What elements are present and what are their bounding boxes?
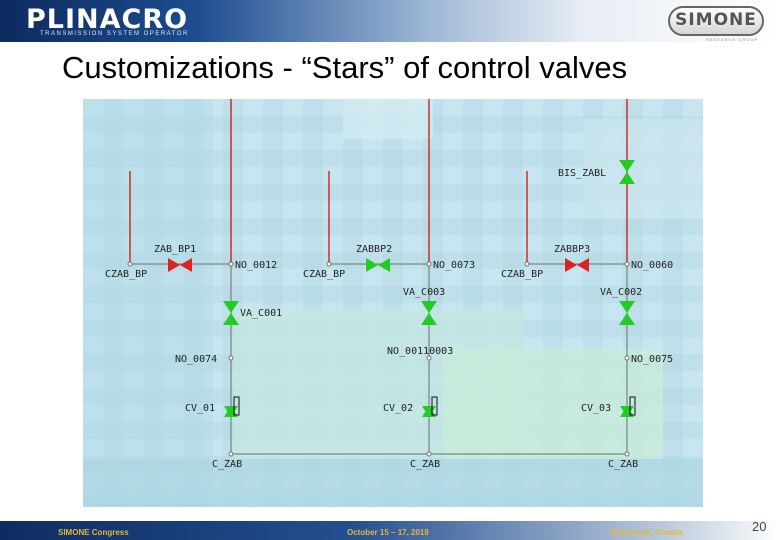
label-no-0073: NO_0073	[433, 260, 475, 271]
label-czab-bp-2: CZAB_BP	[303, 269, 345, 280]
bg-patch	[83, 459, 703, 507]
valve-icon	[223, 301, 239, 313]
valve-icon	[577, 258, 589, 272]
label-zabbp2: ZABBP2	[356, 244, 392, 255]
valve-icon	[619, 172, 635, 184]
control-valve-cv-01[interactable]	[224, 396, 240, 417]
footer-band	[0, 521, 780, 540]
node	[326, 261, 332, 267]
valve-icon	[565, 258, 577, 272]
node	[624, 261, 630, 267]
control-valve-cv-03[interactable]	[620, 396, 636, 417]
bg-patch	[443, 349, 663, 459]
footer-date: October 15 – 17, 2018	[347, 528, 429, 537]
node	[228, 355, 234, 361]
valve-icon	[378, 258, 390, 272]
label-no-0060: NO_0060	[631, 260, 673, 271]
label-cv-01: CV_01	[185, 403, 215, 414]
bg-patch	[583, 119, 703, 219]
footer-congress: SIMONE Congress	[58, 528, 129, 537]
label-zab-bp1: ZAB_BP1	[154, 244, 196, 255]
node	[127, 261, 133, 267]
valve-icon	[168, 258, 180, 272]
network-diagram-svg: BIS_ZABL ZAB_BP1 ZABBP2 ZABBP3 CZAB_BP C…	[83, 99, 703, 507]
valve-bis-zabl[interactable]	[619, 160, 635, 184]
simone-logo: SIMONE	[668, 6, 764, 36]
node	[624, 451, 630, 457]
valve-va-c002[interactable]	[619, 301, 635, 325]
valve-icon	[619, 160, 635, 172]
valve-va-c001[interactable]	[223, 301, 239, 325]
label-no-0075: NO_0075	[631, 354, 673, 365]
label-no-0074: NO_0074	[175, 354, 217, 365]
bg-patch	[83, 99, 213, 507]
label-no-00110003: NO_00110003	[387, 346, 453, 357]
label-c-zab-1: C_ZAB	[212, 459, 242, 470]
label-c-zab-3: C_ZAB	[608, 459, 638, 470]
node	[426, 261, 432, 267]
footer-location: Dubrovnik, Croatia	[611, 528, 683, 537]
valve-icon	[619, 313, 635, 325]
valve-icon	[223, 313, 239, 325]
node	[426, 451, 432, 457]
plinacro-logo: PLINACRO	[26, 4, 189, 35]
node	[624, 355, 630, 361]
simone-logo-subtitle: RESEARCH GROUP	[706, 37, 759, 42]
node	[426, 355, 432, 361]
node	[524, 261, 530, 267]
simone-logo-text: SIMONE	[675, 10, 757, 30]
label-czab-bp-3: CZAB_BP	[501, 269, 543, 280]
label-czab-bp-1: CZAB_BP	[105, 269, 147, 280]
node	[228, 451, 234, 457]
header-band	[0, 0, 780, 42]
valve-icon	[619, 301, 635, 313]
slide-title: Customizations - “Stars” of control valv…	[62, 50, 628, 85]
label-zabbp3: ZABBP3	[554, 244, 590, 255]
valve-va-c003[interactable]	[421, 301, 437, 325]
label-va-c003: VA_C003	[403, 287, 445, 298]
valve-icon	[180, 258, 192, 272]
nodes	[127, 261, 630, 457]
bg-patch	[343, 99, 433, 139]
valve-zab-bp1[interactable]	[168, 258, 192, 272]
valve-icon	[421, 313, 437, 325]
diagram-labels: BIS_ZABL ZAB_BP1 ZABBP2 ZABBP3 CZAB_BP C…	[105, 168, 673, 470]
valve-zabbp2[interactable]	[366, 258, 390, 272]
label-no-0012: NO_0012	[235, 260, 277, 271]
valve-icon	[366, 258, 378, 272]
actuator-icon	[629, 396, 636, 416]
actuator-icon	[233, 396, 240, 416]
label-va-c002: VA_C002	[600, 287, 642, 298]
label-cv-02: CV_02	[383, 403, 413, 414]
page-number: 20	[752, 519, 767, 534]
label-c-zab-2: C_ZAB	[410, 459, 440, 470]
label-cv-03: CV_03	[581, 403, 611, 414]
plinacro-logo-subtitle: TRANSMISSION SYSTEM OPERATOR	[40, 31, 189, 37]
network-diagram: BIS_ZABL ZAB_BP1 ZABBP2 ZABBP3 CZAB_BP C…	[83, 99, 703, 507]
valve-icon	[421, 301, 437, 313]
valve-zabbp3[interactable]	[565, 258, 589, 272]
control-valve-cv-02[interactable]	[422, 396, 438, 417]
node	[228, 261, 234, 267]
actuator-icon	[431, 396, 438, 416]
label-bis-zabl: BIS_ZABL	[558, 168, 606, 179]
label-va-c001: VA_C001	[240, 308, 282, 319]
